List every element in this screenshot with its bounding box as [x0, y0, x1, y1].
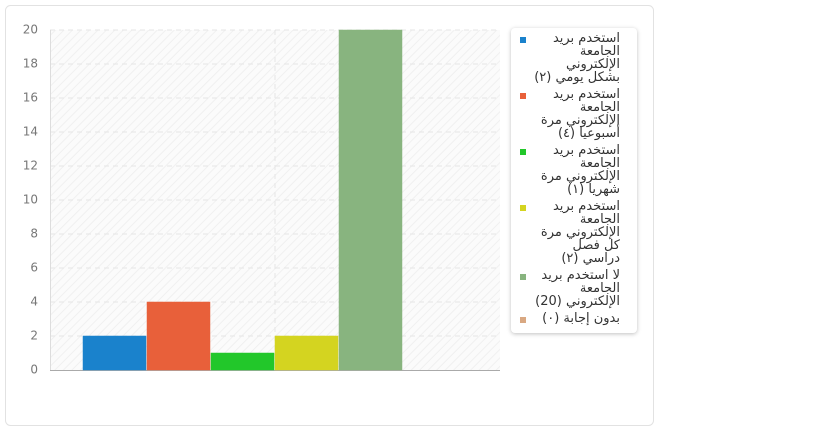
y-tick-label: 4: [30, 295, 38, 309]
legend-swatch: [520, 205, 526, 211]
legend-item: بدون إجابة (٠): [511, 312, 637, 329]
y-tick-label: 16: [23, 91, 38, 105]
legend-label: استخدم بريد الجامعة الإلكتروني بشكل يومي…: [534, 31, 620, 85]
y-tick-label: 6: [30, 261, 38, 275]
bar: [338, 29, 403, 371]
legend-label: لا استخدم بريد الجامعة الإلكتروني (20): [535, 268, 620, 309]
legend-label: استخدم بريد الجامعة الإلكتروني مرة أسبوع…: [540, 87, 620, 141]
bar: [210, 352, 275, 371]
y-tick-label: 8: [30, 227, 38, 241]
bar: [146, 301, 211, 371]
bar: [274, 335, 339, 371]
legend-swatch: [520, 274, 526, 280]
legend-label: استخدم بريد الجامعة الإلكتروني مرة كل فص…: [540, 199, 620, 266]
legend-item: لا استخدم بريد الجامعة الإلكتروني (20): [511, 269, 637, 312]
legend-item: استخدم بريد الجامعة الإلكتروني مرة شهريا…: [511, 144, 637, 200]
legend-swatch: [520, 93, 526, 99]
y-tick-label: 18: [23, 57, 38, 71]
y-tick-label: 0: [30, 363, 38, 377]
y-tick-label: 10: [23, 193, 38, 207]
y-tick-label: 14: [23, 125, 38, 139]
legend-label: بدون إجابة (٠): [542, 311, 620, 326]
bar: [82, 335, 147, 371]
legend-item: استخدم بريد الجامعة الإلكتروني مرة كل فص…: [511, 200, 637, 269]
legend-swatch: [520, 317, 526, 323]
legend-swatch: [520, 149, 526, 155]
y-tick-label: 12: [23, 159, 38, 173]
legend: استخدم بريد الجامعة الإلكتروني بشكل يومي…: [511, 28, 637, 333]
legend-item: استخدم بريد الجامعة الإلكتروني بشكل يومي…: [511, 32, 637, 88]
legend-label: استخدم بريد الجامعة الإلكتروني مرة شهريا…: [540, 143, 620, 197]
legend-swatch: [520, 37, 526, 43]
legend-item: استخدم بريد الجامعة الإلكتروني مرة أسبوع…: [511, 88, 637, 144]
y-tick-label: 2: [30, 329, 38, 343]
y-tick-label: 20: [23, 23, 38, 37]
